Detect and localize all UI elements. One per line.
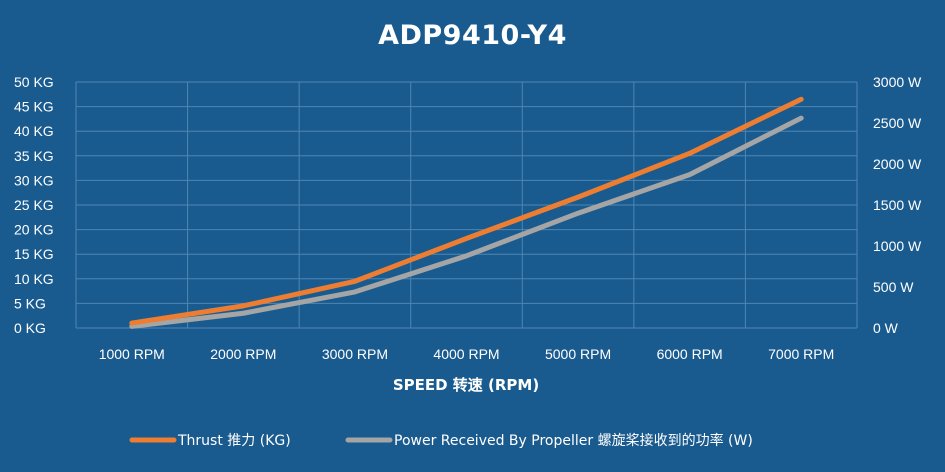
y-tick-label: 20 KG xyxy=(14,222,54,238)
x-tick-label: 1000 RPM xyxy=(99,346,165,362)
x-axis-label: SPEED 转速 (RPM) xyxy=(393,376,539,394)
grid-lines xyxy=(75,81,858,329)
x-tick-label: 2000 RPM xyxy=(210,346,276,362)
legend-label: Power Received By Propeller 螺旋桨接收到的功率 (W… xyxy=(394,432,753,449)
y2-tick-label: 2000 W xyxy=(873,156,922,172)
x-tick-label: 4000 RPM xyxy=(433,346,499,362)
y2-tick-label: 1000 W xyxy=(873,238,922,254)
y2-tick-label: 3000 W xyxy=(873,74,922,90)
y2-axis-ticks: 0 W 500 W 1000 W 1500 W 2000 W 2500 W 3000 W xyxy=(873,74,922,336)
series-line-thrust xyxy=(129,96,804,326)
y-tick-label: 50 KG xyxy=(14,74,54,90)
x-tick-label: 5000 RPM xyxy=(545,346,611,362)
y-tick-label: 5 KG xyxy=(14,295,46,311)
y-tick-label: 40 KG xyxy=(14,123,54,139)
y-tick-label: 45 KG xyxy=(14,99,54,115)
x-axis-ticks: 1000 RPM 2000 RPM 3000 RPM 4000 RPM 5000 RPM… xyxy=(99,346,835,362)
y2-tick-label: 2500 W xyxy=(873,115,922,131)
x-tick-label: 6000 RPM xyxy=(657,346,723,362)
y-tick-label: 0 KG xyxy=(14,320,46,336)
y2-tick-label: 1500 W xyxy=(873,197,922,213)
legend: Thrust 推力 (KG) Power Received By Propelle… xyxy=(129,432,753,449)
series-lines xyxy=(129,96,804,329)
legend-label: Thrust 推力 (KG) xyxy=(177,433,291,449)
x-tick-label: 3000 RPM xyxy=(322,346,388,362)
x-tick-label: 7000 RPM xyxy=(768,346,834,362)
y2-tick-label: 0 W xyxy=(873,320,899,336)
y-tick-label: 25 KG xyxy=(14,197,54,213)
y2-tick-label: 500 W xyxy=(873,279,914,295)
y-tick-label: 10 KG xyxy=(14,271,54,287)
y-tick-label: 35 KG xyxy=(14,148,54,164)
y-tick-label: 30 KG xyxy=(14,172,54,188)
y-tick-label: 15 KG xyxy=(14,246,54,262)
y-axis-ticks: 0 KG 5 KG 10 KG 15 KG 20 KG 25 KG 30 KG 35 KG 40… xyxy=(14,74,54,336)
chart-title: ADP9410-Y4 xyxy=(378,20,567,51)
